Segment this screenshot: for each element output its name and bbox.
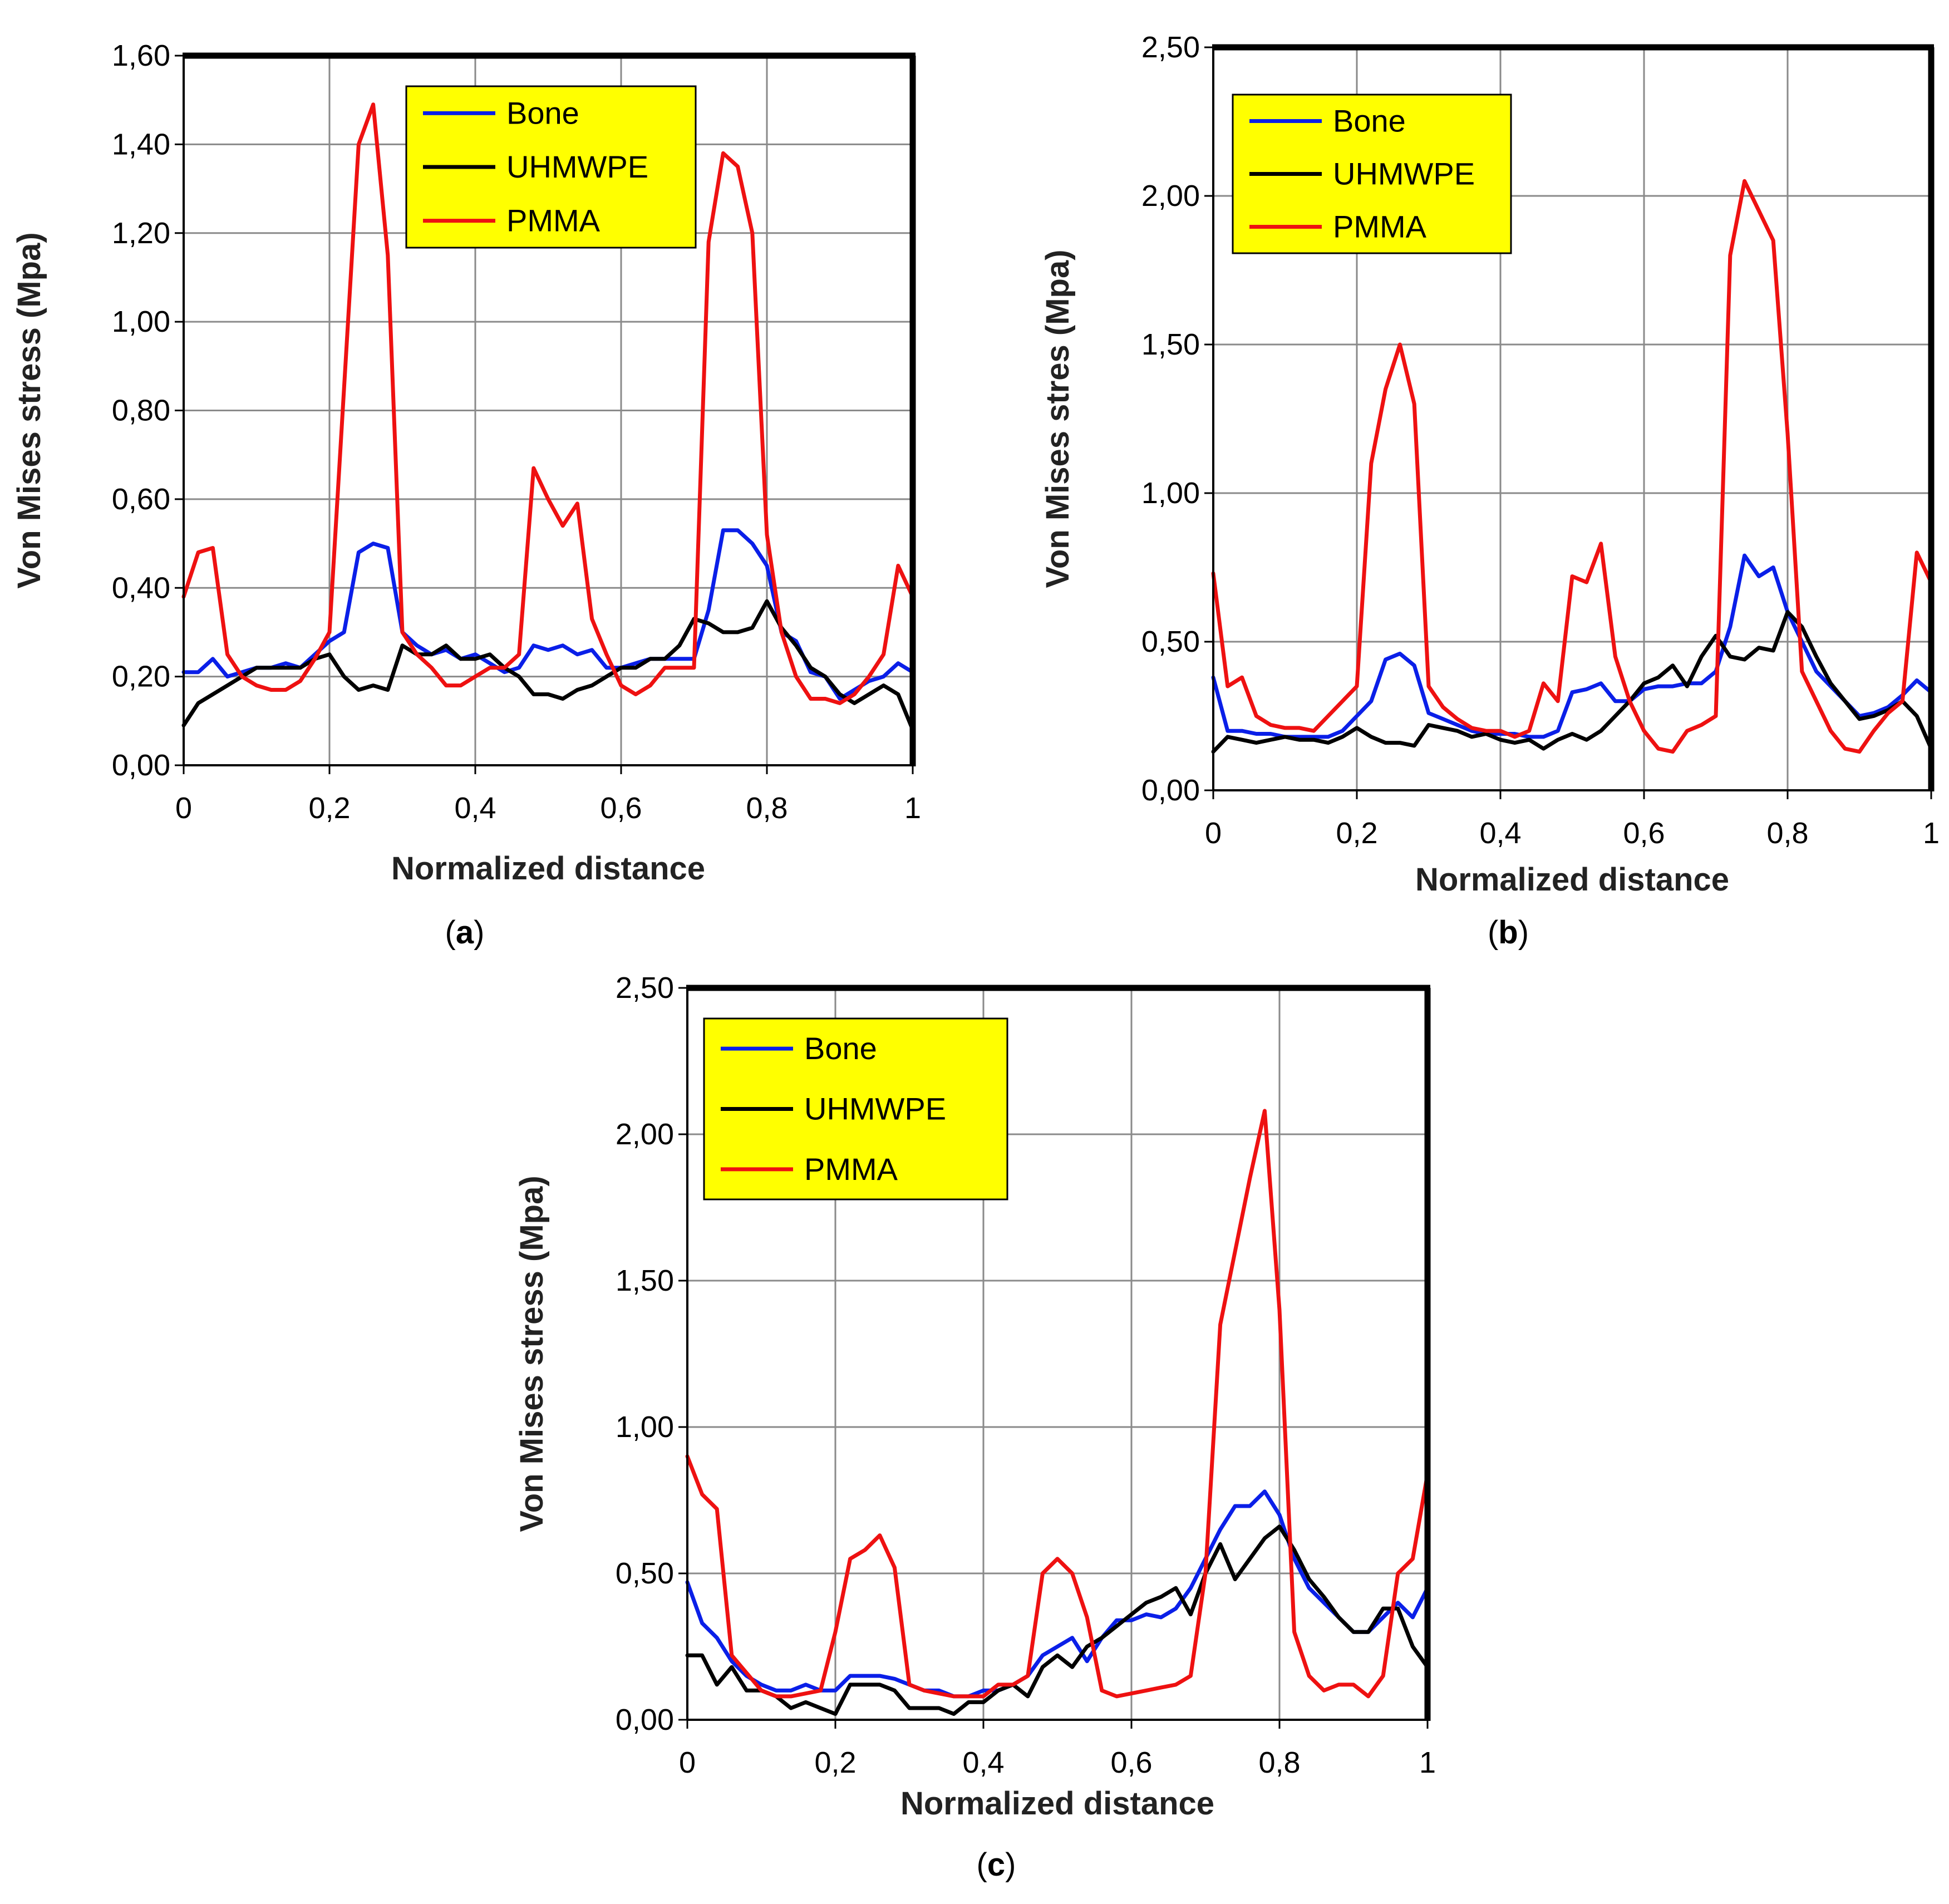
x-tick-label: 0,4 [1479,816,1521,850]
legend-label-uhmwpe: UHMWPE [506,149,648,184]
y-tick-label: 0,60 [112,483,170,516]
y-tick-label: 0,50 [1141,625,1200,658]
caption-letter: a [456,914,474,951]
y-tick-label: 1,00 [1141,476,1200,510]
legend-label-uhmwpe: UHMWPE [804,1091,946,1126]
caption-paren-close: ) [1518,914,1529,951]
series-line-pmma [1211,179,1933,754]
series-line-bone [685,1489,1430,1699]
x-tick-label: 0,2 [1336,816,1377,850]
legend-label-bone: Bone [506,95,579,130]
y-tick-label: 1,50 [1141,328,1200,361]
series-line-uhmwpe [181,599,915,732]
x-tick-label: 0 [679,1746,696,1779]
panel-caption: (a) [445,914,485,951]
y-tick-label: 0,20 [112,660,170,693]
legend-label-bone: Bone [804,1031,877,1066]
x-tick-label: 1 [1419,1746,1436,1779]
x-tick-label: 0,2 [814,1746,856,1779]
y-tick-label: 0,50 [616,1557,674,1590]
legend-label-pmma: PMMA [1333,209,1427,244]
y-tick-label: 1,40 [112,127,170,161]
x-tick-label: 0,2 [308,791,350,825]
series-line-uhmwpe [685,1524,1430,1716]
x-tick-label: 0,6 [1110,1746,1152,1779]
legend-label-bone: Bone [1333,104,1406,139]
x-tick-label: 0,8 [1258,1746,1300,1779]
y-tick-label: 2,00 [1141,179,1200,213]
chart-b: 0,00 0,50 1,00 1,50 2,00 2,50 0 0,2 0,4 0,6 0,8 1 Bo… [1040,31,1940,951]
chart-a: 0,00 0,20 0,40 0,60 0,80 1,00 1,20 1,40 1,60 0 0,2… [11,39,921,951]
y-tick-label: 2,50 [1141,31,1200,64]
x-axis-label: Normalized distance [391,850,705,887]
legend: Bone UHMWPE PMMA [405,85,697,249]
chart-c: 0,00 0,50 1,00 1,50 2,00 2,50 0 0,2 0,4 0,6 0,8 1 Bo… [514,971,1436,1883]
legend-label-pmma: PMMA [506,203,601,238]
x-tick-label: 0,6 [1623,816,1665,850]
series-line-pmma [685,1109,1430,1699]
caption-paren-open: ( [1488,914,1498,951]
panel-caption: (c) [977,1847,1016,1883]
y-axis-label: Von Mises stres (Mpa) [1040,249,1076,588]
legend-label-pmma: PMMA [804,1152,898,1187]
legend-label-uhmwpe: UHMWPE [1333,156,1475,191]
caption-letter: b [1498,914,1518,951]
x-tick-label: 1 [1923,816,1940,850]
x-tick-label: 0 [1205,816,1222,850]
x-axis-label: Normalized distance [900,1785,1214,1822]
y-tick-label: 2,00 [616,1118,674,1151]
y-tick-label: 0,40 [112,571,170,604]
x-tick-label: 0,8 [746,791,788,825]
y-axis-label: Von Mises stress (Mpa) [11,232,47,588]
y-tick-label: 1,20 [112,217,170,250]
x-tick-label: 0 [175,791,192,825]
y-tick-label: 1,50 [616,1264,674,1297]
legend: Bone UHMWPE PMMA [1232,94,1512,254]
x-tick-label: 0,8 [1766,816,1808,850]
x-axis-label: Normalized distance [1415,862,1729,898]
caption-paren-close: ) [474,914,484,951]
y-tick-label: 0,00 [1141,774,1200,807]
panel-caption: (b) [1488,914,1529,951]
caption-letter: c [987,1847,1005,1883]
caption-paren-open: ( [445,914,456,951]
y-tick-label: 2,50 [616,971,674,1005]
series-line-uhmwpe [1211,610,1933,754]
y-tick-label: 1,60 [112,39,170,72]
series-line-bone [1211,553,1933,739]
y-tick-label: 1,00 [112,305,170,338]
y-tick-label: 1,00 [616,1410,674,1444]
caption-paren-close: ) [1005,1847,1016,1883]
legend: Bone UHMWPE PMMA [703,1017,1008,1201]
y-tick-label: 0,00 [112,749,170,782]
x-tick-label: 1 [904,791,921,825]
y-tick-label: 0,80 [112,394,170,427]
series-line-pmma [181,102,915,705]
x-tick-label: 0,4 [454,791,496,825]
y-tick-label: 0,00 [616,1703,674,1736]
x-tick-label: 0,6 [600,791,642,825]
caption-paren-open: ( [977,1847,987,1883]
y-axis-label: Von Mises stress (Mpa) [514,1175,550,1532]
x-tick-label: 0,4 [962,1746,1004,1779]
